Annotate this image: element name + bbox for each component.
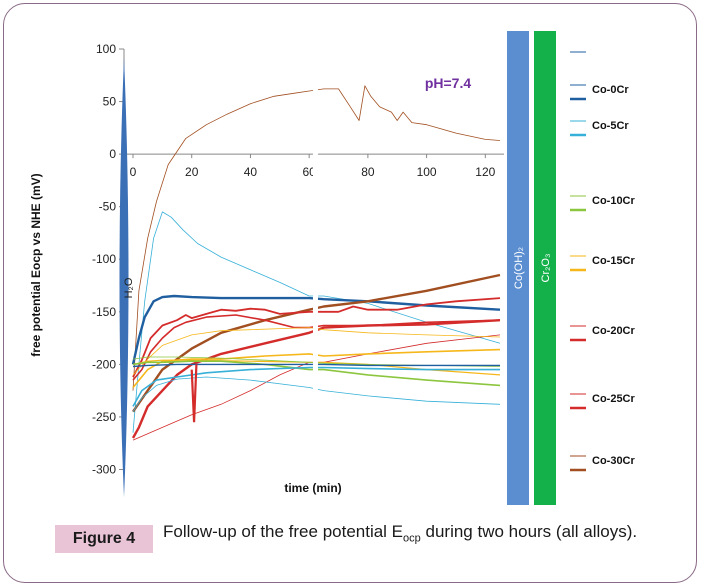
series-line [132,348,501,389]
series-line [132,359,501,376]
y-tick-label: -100 [92,252,116,266]
caption-text: Follow-up of the free potential E [163,522,404,541]
series-line [132,376,501,412]
series-line [132,366,500,407]
data-gap [312,60,318,430]
series-line [132,297,501,378]
stability-band [507,31,529,505]
legend-label: Co-5Cr [592,120,629,132]
legend-label: Co-0Cr [592,84,629,96]
series-line [131,319,501,439]
series-line [132,85,501,391]
legend-label: Co-25Cr [592,393,636,405]
y-tick-label: -300 [92,462,116,476]
x-axis-title: time (min) [284,481,341,495]
y-tick-label: -150 [92,305,116,319]
h2o-label: H₂O [123,277,135,298]
x-tick-label: 40 [244,165,258,179]
y-tick-label: -50 [99,200,117,214]
figure-label: Figure 4 [55,525,153,553]
x-tick-label: 60 [302,165,316,179]
legend-label: Co-15Cr [592,255,636,267]
stability-band [534,31,556,505]
series-line [132,327,501,376]
h2o-stability-marker [119,58,129,497]
x-tick-label: 100 [417,165,437,179]
caption-text-end: during two hours (all alloys). [420,522,638,541]
band-label: Cr₂O₃ [540,254,552,283]
legend-label: Co-30Cr [592,455,636,467]
series-spike [190,364,198,423]
y-tick-label: 50 [103,95,117,109]
x-tick-label: 120 [475,165,495,179]
y-tick-label: -250 [92,410,116,424]
series-line [132,363,500,368]
series-line [132,334,501,441]
ph-annotation: pH=7.4 [425,75,472,91]
band-label: Co(OH)₂ [513,247,525,289]
caption-subscript: ocp [403,532,421,545]
legend-label: Co-10Cr [592,195,636,207]
y-tick-label: 100 [96,42,116,56]
y-axis-title: free potential Eocp vs NHE (mV) [29,173,43,356]
y-tick-label: 0 [109,147,116,161]
x-tick-label: 0 [130,165,137,179]
figure-caption: Follow-up of the free potential Eocp dur… [163,519,663,551]
x-tick-label: 80 [361,165,375,179]
figure-frame [3,3,697,583]
x-tick-label: 20 [185,165,199,179]
series-line [131,294,501,365]
line-chart: -300 -250 -200 -150 -100 -50 0 50 100 0 20 40 60 80 10… [29,31,636,505]
y-tick-label: -200 [92,357,116,371]
legend-label: Co-20Cr [592,325,636,337]
